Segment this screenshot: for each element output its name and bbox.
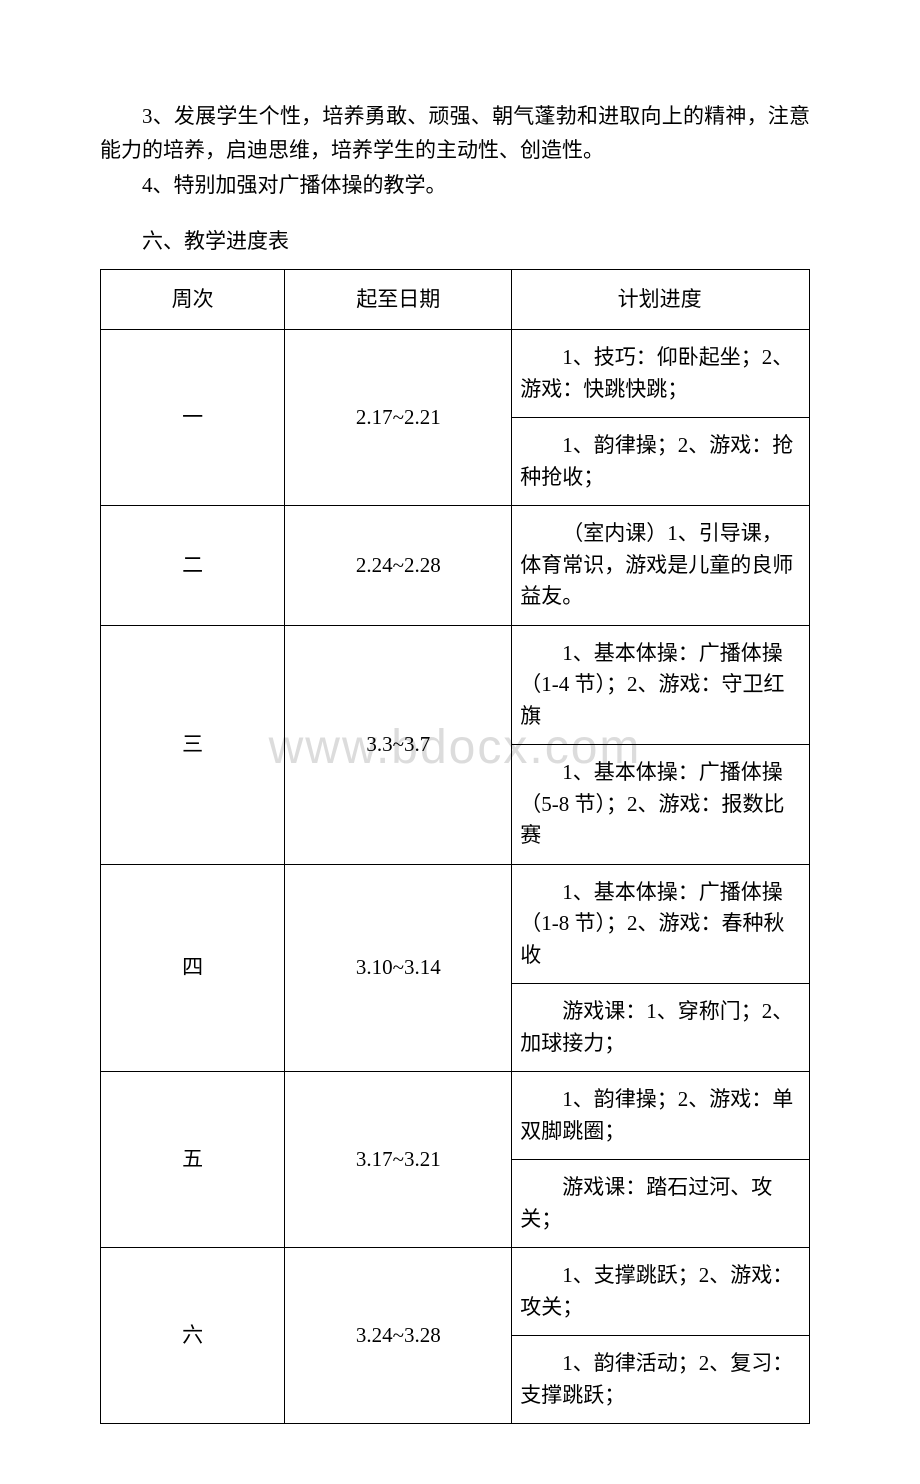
- paragraph-3: 3、发展学生个性，培养勇敢、顽强、朝气蓬勃和进取向上的精神，注意能力的培养，启迪…: [100, 100, 810, 167]
- table-row: 二 2.24~2.28 （室内课）1、引导课，体育常识，游戏是儿童的良师益友。: [101, 506, 810, 626]
- schedule-table: 周次 起至日期 计划进度 一 2.17~2.21 1、技巧：仰卧起坐；2、游戏：…: [100, 269, 810, 1425]
- date-cell: 3.3~3.7: [285, 625, 512, 864]
- date-cell: 2.24~2.28: [285, 506, 512, 626]
- week-cell: 三: [101, 625, 285, 864]
- table-row: 六 3.24~3.28 1、支撑跳跃；2、游戏：攻关；: [101, 1248, 810, 1336]
- plan-text: 1、韵律操；2、游戏：抢种抢收；: [520, 430, 799, 493]
- plan-text: 游戏课：1、穿称门；2、加球接力；: [520, 996, 799, 1059]
- plan-cell: 1、韵律操；2、游戏：抢种抢收；: [512, 418, 810, 506]
- plan-cell: 1、基本体操：广播体操（5-8 节）；2、游戏：报数比赛: [512, 745, 810, 865]
- content: 3、发展学生个性，培养勇敢、顽强、朝气蓬勃和进取向上的精神，注意能力的培养，启迪…: [100, 100, 810, 1424]
- date-cell: 3.17~3.21: [285, 1072, 512, 1248]
- plan-cell: 1、支撑跳跃；2、游戏：攻关；: [512, 1248, 810, 1336]
- week-cell: 六: [101, 1248, 285, 1424]
- plan-cell: 1、韵律操；2、游戏：单双脚跳圈；: [512, 1072, 810, 1160]
- week-cell: 二: [101, 506, 285, 626]
- header-date: 起至日期: [285, 269, 512, 330]
- plan-cell: 1、韵律活动；2、复习：支撑跳跃；: [512, 1336, 810, 1424]
- date-cell: 3.24~3.28: [285, 1248, 512, 1424]
- table-row: 四 3.10~3.14 1、基本体操：广播体操（1-8 节）；2、游戏：春种秋收: [101, 864, 810, 984]
- paragraph-4: 4、特别加强对广播体操的教学。: [100, 169, 810, 203]
- table-row: 一 2.17~2.21 1、技巧：仰卧起坐；2、游戏：快跳快跳；: [101, 330, 810, 418]
- plan-text: 1、基本体操：广播体操（1-8 节）；2、游戏：春种秋收: [520, 877, 799, 972]
- plan-cell: 游戏课：1、穿称门；2、加球接力；: [512, 984, 810, 1072]
- date-cell: 3.10~3.14: [285, 864, 512, 1072]
- plan-cell: 1、技巧：仰卧起坐；2、游戏：快跳快跳；: [512, 330, 810, 418]
- week-cell: 五: [101, 1072, 285, 1248]
- plan-cell: 1、基本体操：广播体操（1-4 节）；2、游戏：守卫红旗: [512, 625, 810, 745]
- date-cell: 2.17~2.21: [285, 330, 512, 506]
- plan-cell: 1、基本体操：广播体操（1-8 节）；2、游戏：春种秋收: [512, 864, 810, 984]
- week-cell: 四: [101, 864, 285, 1072]
- plan-text: 游戏课：踏石过河、攻关；: [520, 1172, 799, 1235]
- plan-text: 1、基本体操：广播体操（5-8 节）；2、游戏：报数比赛: [520, 757, 799, 852]
- table-row: 五 3.17~3.21 1、韵律操；2、游戏：单双脚跳圈；: [101, 1072, 810, 1160]
- table-header-row: 周次 起至日期 计划进度: [101, 269, 810, 330]
- plan-text: 1、技巧：仰卧起坐；2、游戏：快跳快跳；: [520, 342, 799, 405]
- plan-text: （室内课）1、引导课，体育常识，游戏是儿童的良师益友。: [520, 518, 799, 613]
- plan-cell: 游戏课：踏石过河、攻关；: [512, 1160, 810, 1248]
- plan-text: 1、韵律活动；2、复习：支撑跳跃；: [520, 1348, 799, 1411]
- table-row: 三 3.3~3.7 1、基本体操：广播体操（1-4 节）；2、游戏：守卫红旗: [101, 625, 810, 745]
- header-week: 周次: [101, 269, 285, 330]
- header-plan: 计划进度: [512, 269, 810, 330]
- page-wrapper: www.bdocx.com 3、发展学生个性，培养勇敢、顽强、朝气蓬勃和进取向上…: [100, 100, 810, 1424]
- plan-cell: （室内课）1、引导课，体育常识，游戏是儿童的良师益友。: [512, 506, 810, 626]
- section-title: 六、教学进度表: [100, 225, 810, 255]
- plan-text: 1、基本体操：广播体操（1-4 节）；2、游戏：守卫红旗: [520, 638, 799, 733]
- week-cell: 一: [101, 330, 285, 506]
- plan-text: 1、韵律操；2、游戏：单双脚跳圈；: [520, 1084, 799, 1147]
- plan-text: 1、支撑跳跃；2、游戏：攻关；: [520, 1260, 799, 1323]
